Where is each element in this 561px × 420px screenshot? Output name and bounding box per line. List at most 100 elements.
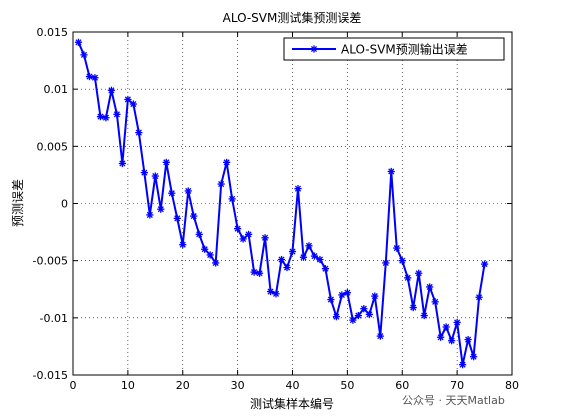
data-point	[162, 158, 170, 166]
y-tick-label: 0.01	[44, 83, 69, 96]
x-tick-label: 50	[340, 379, 354, 392]
y-tick-label: -0.01	[40, 312, 68, 325]
data-point	[239, 235, 247, 243]
data-point	[201, 245, 209, 253]
data-point	[283, 263, 291, 272]
data-point	[206, 251, 214, 259]
data-point	[245, 230, 253, 238]
data-point	[255, 269, 264, 277]
data-point	[420, 311, 428, 320]
data-point	[250, 268, 258, 276]
x-tick-label: 80	[505, 379, 519, 392]
data-point	[327, 295, 335, 304]
data-point	[217, 180, 225, 188]
legend: ALO-SVM预测输出误差	[283, 37, 505, 61]
x-tick-label: 10	[121, 379, 135, 392]
data-point	[371, 292, 379, 300]
data-point	[179, 241, 187, 249]
x-tick-label: 30	[231, 379, 245, 392]
data-point	[261, 234, 269, 242]
data-point	[354, 311, 362, 320]
data-point	[129, 100, 137, 108]
data-point	[223, 158, 231, 166]
data-point	[448, 337, 456, 345]
x-tick-label: 70	[450, 379, 464, 392]
data-point	[85, 72, 94, 81]
legend-marker	[310, 45, 318, 53]
y-axis-title: 预测误差	[11, 179, 25, 227]
data-point	[480, 260, 489, 268]
data-point	[146, 211, 154, 219]
data-point	[459, 361, 467, 369]
legend-box	[283, 37, 505, 61]
data-point	[343, 289, 351, 297]
data-point	[288, 247, 297, 256]
data-point	[173, 214, 181, 222]
data-point	[365, 310, 373, 319]
data-point	[294, 185, 302, 193]
watermark: 公众号 · 天天Matlab	[402, 394, 505, 407]
data-point	[91, 74, 99, 82]
y-tick-label: -0.005	[33, 255, 68, 268]
data-point	[228, 195, 236, 203]
legend-label: ALO-SVM预测输出误差	[341, 42, 468, 57]
data-point	[464, 335, 472, 344]
data-point	[80, 51, 88, 59]
data-point	[415, 269, 423, 277]
data-point	[382, 259, 390, 267]
data-point	[266, 287, 275, 296]
data-point	[157, 205, 165, 213]
data-point	[299, 253, 308, 261]
data-point	[398, 257, 406, 265]
data-point	[316, 255, 324, 264]
data-point	[404, 274, 412, 282]
data-point	[376, 332, 384, 340]
y-tick-label: 0.005	[37, 140, 69, 153]
data-point	[437, 333, 445, 341]
legend-marker-symbol	[310, 45, 318, 53]
data-point	[190, 212, 198, 220]
data-point	[96, 113, 105, 121]
x-tick-labels: 0 10 20 30 40 50 60 70 80	[70, 379, 520, 392]
chart-title: ALO-SVM测试集预测误差	[223, 10, 362, 25]
data-point	[118, 159, 126, 168]
data-point	[338, 291, 346, 299]
data-point	[74, 38, 83, 46]
data-point	[277, 255, 286, 264]
data-point	[113, 110, 121, 118]
data-point	[475, 293, 483, 301]
data-point	[184, 187, 192, 195]
data-point	[332, 313, 340, 321]
x-tick-label: 0	[70, 379, 77, 392]
data-point	[453, 318, 461, 327]
data-point	[234, 225, 242, 233]
data-point	[135, 129, 143, 137]
data-point	[124, 95, 132, 104]
data-point	[168, 189, 176, 197]
data-point	[360, 305, 368, 313]
y-tick-label: 0.015	[37, 26, 69, 39]
data-point	[426, 283, 434, 291]
data-point	[310, 252, 319, 260]
data-point	[349, 316, 357, 324]
data-point	[272, 290, 280, 298]
data-point	[393, 244, 401, 252]
data-point	[151, 172, 159, 180]
data-point	[387, 167, 395, 176]
data-point	[305, 242, 313, 250]
data-point	[107, 86, 116, 94]
data-point	[431, 298, 439, 306]
data-point	[212, 259, 220, 267]
data-point	[102, 114, 110, 122]
data-point	[442, 323, 450, 331]
data-point	[469, 353, 478, 361]
series-layer	[74, 38, 489, 369]
x-tick-label: 60	[395, 379, 409, 392]
plot-area	[73, 32, 512, 375]
data-point	[195, 230, 203, 238]
y-tick-labels: 0.015 0.01 0.005 0 -0.005 -0.01 -0.015	[33, 26, 68, 382]
y-tick-label: -0.015	[33, 369, 68, 382]
x-axis-title: 测试集样本编号	[250, 396, 334, 411]
y-tick-label: 0	[61, 198, 68, 211]
